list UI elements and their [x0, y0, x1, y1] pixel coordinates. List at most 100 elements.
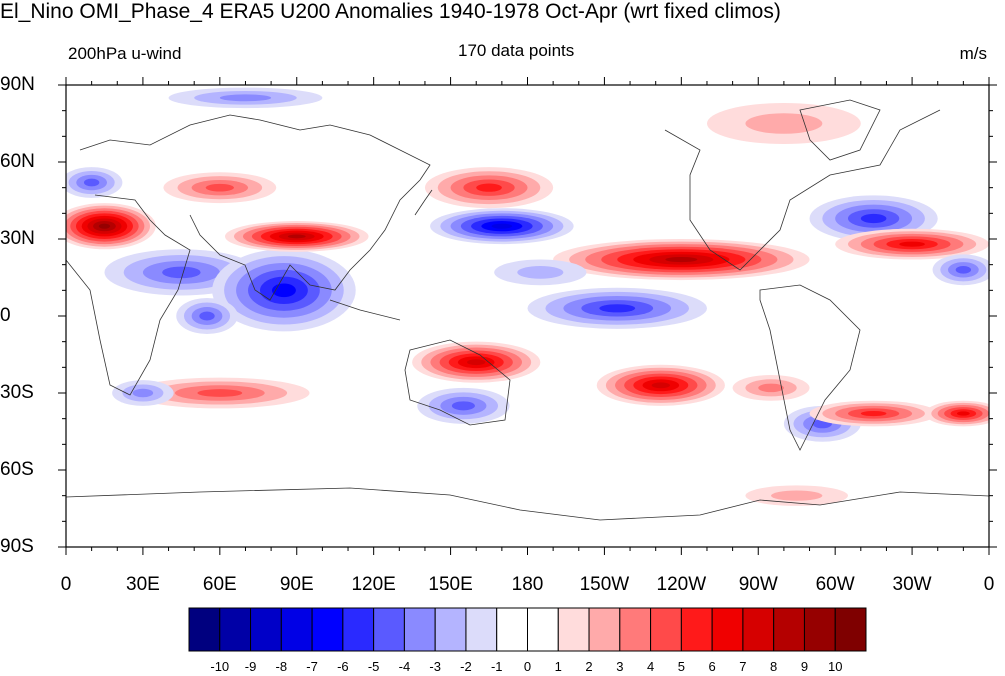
- latitude-label: 90S: [0, 536, 34, 557]
- anomaly-contour: [205, 183, 234, 192]
- longitude-label: 60E: [202, 574, 237, 595]
- anomaly-contour: [860, 213, 887, 224]
- anomaly-blob: [424, 167, 554, 209]
- anomaly-contour: [758, 383, 784, 393]
- anomaly-contour: [651, 382, 670, 389]
- anomaly-blob: [835, 228, 989, 260]
- anomaly-blob: [706, 102, 861, 145]
- variable-label: 200hPa u-wind: [68, 44, 182, 63]
- colorbar-tick-label: 7: [739, 659, 747, 674]
- colorbar-tick-label: -2: [460, 659, 472, 674]
- longitude-label: 30W: [892, 574, 932, 595]
- longitude-label: 150W: [579, 574, 630, 595]
- colorbar-tick-label: 4: [646, 659, 655, 674]
- colorbar-tick-label: -9: [244, 659, 257, 674]
- colorbar-box: [465, 607, 498, 652]
- anomaly-blob: [212, 249, 356, 332]
- colorbar-box: [496, 607, 528, 652]
- anomaly-contour: [199, 311, 215, 321]
- anomaly-blob: [732, 375, 810, 401]
- colorbar-tick-label: 5: [677, 659, 685, 674]
- colorbar-tick-label: -1: [490, 659, 503, 674]
- latitude-label: 0: [0, 305, 11, 326]
- colorbar-box: [188, 607, 221, 652]
- longitude-label: 60W: [815, 574, 855, 595]
- colorbar-box: [219, 607, 252, 652]
- colorbar-box: [803, 607, 836, 652]
- colorbar-tick-label: 9: [800, 659, 809, 674]
- colorbar-tick-label: -10: [210, 659, 230, 674]
- anomaly-blob: [809, 400, 938, 427]
- anomaly-blob: [224, 221, 369, 252]
- colorbar-tick-label: -7: [306, 659, 318, 674]
- anomaly-blob: [430, 208, 574, 245]
- latitude-label: 30S: [0, 382, 34, 403]
- anomaly-contour: [860, 410, 887, 417]
- anomaly-blob: [176, 298, 238, 334]
- colorbar-box: [834, 607, 867, 652]
- colorbar-box: [650, 607, 682, 652]
- colorbar-tick-label: -6: [337, 659, 349, 674]
- anomaly-contour: [162, 266, 201, 279]
- colorbar-box: [773, 607, 805, 652]
- longitude-label: 30E: [126, 574, 160, 595]
- anomaly-blob: [412, 341, 541, 383]
- colorbar-box: [680, 607, 713, 652]
- longitude-label: 120W: [656, 574, 707, 595]
- colorbar-box: [373, 607, 405, 652]
- colorbar-box: [342, 607, 375, 652]
- anomaly-contour: [98, 223, 111, 229]
- colorbar-tick-label: 0: [523, 659, 532, 674]
- colorbar-box: [403, 607, 436, 652]
- colorbar-tick-label: -4: [398, 659, 411, 674]
- anomaly-contour: [955, 265, 972, 274]
- anomaly-contour: [83, 178, 100, 187]
- colorbar-box: [711, 607, 744, 652]
- anomaly-blob: [168, 87, 323, 109]
- colorbar-tick-label: 10: [827, 659, 843, 674]
- anomaly-blob: [809, 195, 938, 242]
- latitude-label: 30N: [0, 228, 35, 249]
- anomaly-contour: [287, 234, 306, 239]
- longitude-label: 180: [511, 574, 544, 595]
- anomaly-field: [66, 87, 989, 506]
- coastlines: [66, 99, 989, 521]
- anomaly-blob: [66, 203, 156, 250]
- anomaly-blob: [66, 167, 123, 198]
- colorbar-tick-label: 8: [770, 659, 778, 674]
- colorbar-box: [619, 607, 652, 652]
- anomaly-contour: [599, 304, 636, 313]
- colorbar-tick-label: 2: [585, 659, 593, 674]
- longitude-label: 0: [60, 574, 72, 595]
- axis-ticks: [58, 77, 997, 555]
- colorbar-tick-label: 3: [616, 659, 624, 674]
- colorbar-box: [434, 607, 467, 652]
- anomaly-contour: [517, 265, 564, 279]
- colorbar-box: [588, 607, 621, 652]
- data-points-label: 170 data points: [458, 41, 575, 60]
- longitude-label: 120E: [351, 574, 396, 595]
- longitude-label: 0: [983, 574, 995, 595]
- anomaly-blob: [494, 259, 587, 286]
- anomaly-blob: [924, 400, 989, 427]
- anomaly-contour: [132, 388, 154, 398]
- anomaly-blob: [553, 239, 810, 281]
- colorbar-box: [280, 607, 313, 652]
- colorbar-tick-label: 6: [708, 659, 716, 674]
- anomaly-contour: [271, 283, 296, 298]
- anomaly-contour: [956, 411, 970, 416]
- anomaly-contour: [491, 223, 513, 229]
- anomaly-blob: [932, 254, 989, 286]
- colorbar-box: [311, 607, 344, 652]
- anomaly-contour: [467, 359, 486, 366]
- colorbar-box: [527, 607, 559, 652]
- latitude-label: 60N: [0, 151, 35, 172]
- anomaly-contour: [899, 241, 925, 247]
- colorbar-box: [557, 607, 590, 652]
- anomaly-contour: [476, 183, 502, 192]
- anomaly-blob: [163, 172, 277, 204]
- colorbar-tick-label: -3: [429, 659, 441, 674]
- plot-title: El_Nino OMI_Phase_4 ERA5 U200 Anomalies …: [0, 0, 781, 23]
- anomaly-contour: [665, 256, 698, 263]
